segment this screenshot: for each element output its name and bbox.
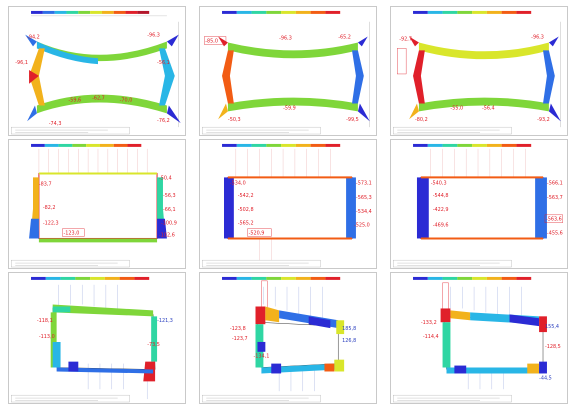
value-label: -96,3 xyxy=(147,33,160,39)
value-label: -544,8 xyxy=(433,193,449,199)
diagram-panel-row2-col1[interactable]: -50,4 -83,7 -56,3 -82,2 -66,1 -122,3 -10… xyxy=(8,139,186,269)
diagram-panel-row2-col3[interactable]: -540,3 -566,1 -544,8 -563,7 -422,9 -563,… xyxy=(390,139,568,269)
value-label: -469,6 xyxy=(433,223,449,229)
value-label: -123,8 xyxy=(230,326,246,332)
value-label: -422,9 xyxy=(433,207,449,213)
value-label: 185,8 xyxy=(342,326,356,332)
value-label: -114,4 xyxy=(423,334,439,340)
value-label: -563,7 xyxy=(547,195,563,201)
value-label: -123,7 xyxy=(232,336,248,342)
moment-diagram: -534,0 -573,1 -542,2 -565,3 -502,8 -534,… xyxy=(202,143,372,268)
value-label: -59,6 xyxy=(68,98,81,104)
value-label: -82,2 xyxy=(43,205,56,211)
value-label: 126,8 xyxy=(342,338,356,344)
value-label: -83,7 xyxy=(39,181,52,187)
value-label: -59,9 xyxy=(283,105,296,111)
color-scale-bar xyxy=(31,10,150,14)
value-label: -525,0 xyxy=(354,223,370,229)
value-label: -122,3 xyxy=(43,221,59,227)
value-label: -50,4 xyxy=(159,175,172,181)
moment-diagram: -540,3 -566,1 -544,8 -563,7 -422,9 -563,… xyxy=(393,143,563,268)
value-label: -540,3 xyxy=(431,180,447,186)
value-label: -134,1 xyxy=(254,354,270,360)
diagram-panel-row3-col3[interactable]: -133,2 -114,4 155,4 -128,5 -44,5 xyxy=(390,272,568,404)
value-label: -56,1 xyxy=(157,60,170,66)
value-label: -62,7 xyxy=(92,96,105,102)
value-label: -85,0 xyxy=(205,38,218,44)
diagram-panel-row1-col2[interactable]: -85,0 -65,2 -96,3 -59,9 -50,3 -99,5 xyxy=(199,6,377,136)
value-label: -96,3 xyxy=(531,35,544,41)
value-label: -121,3 xyxy=(157,318,173,324)
value-label: -70,0 xyxy=(120,98,133,104)
value-label: -56,4 xyxy=(482,105,495,111)
value-label: -102,6 xyxy=(159,232,175,238)
moment-diagram: -123,8 -123,7 185,8 -134,1 126,8 xyxy=(202,276,356,403)
value-label: -100,9 xyxy=(161,221,177,227)
value-label: -96,3 xyxy=(279,35,292,41)
value-label: -55,0 xyxy=(450,105,463,111)
value-label: -128,5 xyxy=(545,344,561,350)
value-label: -534,4 xyxy=(356,209,372,215)
value-label: -94,2 xyxy=(27,35,40,41)
value-label: 155,4 xyxy=(545,324,559,330)
value-label: -502,8 xyxy=(238,207,254,213)
diagram-panel-row1-col1[interactable]: -94,2 -96,3 -59,6 -62,7 -70,0 -56,1 -74,… xyxy=(8,6,186,136)
value-label: -74,3 xyxy=(49,121,62,127)
moment-diagram: -85,0 -65,2 -96,3 -59,9 -50,3 -99,5 xyxy=(202,10,370,135)
value-label: -520,9 xyxy=(249,231,265,237)
value-label: -65,2 xyxy=(338,35,351,41)
value-label: -80,2 xyxy=(415,117,428,123)
value-label: -50,3 xyxy=(228,117,241,123)
value-label: -113,0 xyxy=(39,334,55,340)
diagram-panel-row3-col1[interactable]: -118,1 -121,3 -113,0 -73,5 xyxy=(8,272,186,404)
diagram-panel-row3-col2[interactable]: -123,8 -123,7 185,8 -134,1 126,8 xyxy=(199,272,377,404)
value-label: -455,6 xyxy=(547,231,563,237)
value-label: -44,5 xyxy=(539,375,552,381)
moment-diagram: -50,4 -83,7 -56,3 -82,2 -66,1 -122,3 -10… xyxy=(11,143,177,268)
moment-diagram: -118,1 -121,3 -113,0 -73,5 xyxy=(11,276,173,403)
moment-diagram: -92,7 -96,3 -55,0 -56,4 -80,2 -93,2 xyxy=(393,10,561,135)
value-label: -73,5 xyxy=(147,342,160,348)
value-label: -566,1 xyxy=(547,180,563,186)
value-label: -565,3 xyxy=(356,195,372,201)
moment-diagram: -133,2 -114,4 155,4 -128,5 -44,5 xyxy=(393,276,561,403)
value-label: -542,2 xyxy=(238,193,254,199)
value-label: -92,7 xyxy=(399,36,412,42)
moment-diagram: -94,2 -96,3 -59,6 -62,7 -70,0 -56,1 -74,… xyxy=(11,10,181,135)
diagram-panel-row1-col3[interactable]: -92,7 -96,3 -55,0 -56,4 -80,2 -93,2 xyxy=(390,6,568,136)
diagram-panel-row2-col2[interactable]: -534,0 -573,1 -542,2 -565,3 -502,8 -534,… xyxy=(199,139,377,269)
value-label: -123,0 xyxy=(64,231,80,237)
value-label: -534,0 xyxy=(230,180,246,186)
value-label: -66,1 xyxy=(163,207,176,213)
value-label: -99,5 xyxy=(346,117,359,123)
value-label: -565,2 xyxy=(238,221,254,227)
value-label: -56,3 xyxy=(163,193,176,199)
value-label: -573,1 xyxy=(356,180,372,186)
value-label: -118,1 xyxy=(37,318,53,324)
value-label: -93,2 xyxy=(537,117,550,123)
value-label: -563,6 xyxy=(546,217,562,223)
value-label: -76,2 xyxy=(157,118,170,124)
value-label: -96,1 xyxy=(15,60,28,66)
value-label: -133,2 xyxy=(421,320,437,326)
